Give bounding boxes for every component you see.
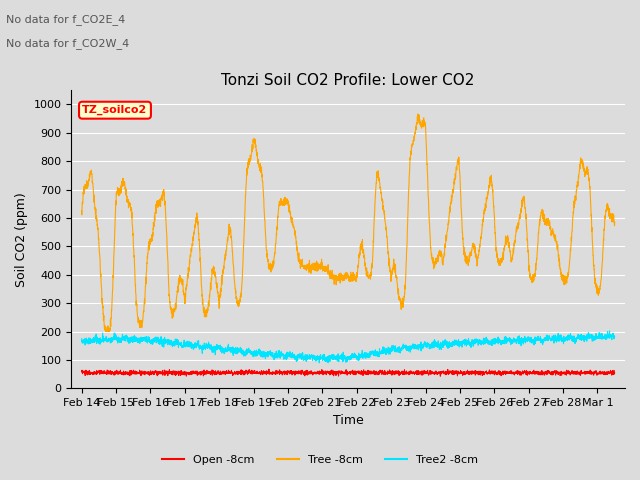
Title: Tonzi Soil CO2 Profile: Lower CO2: Tonzi Soil CO2 Profile: Lower CO2 xyxy=(221,72,475,87)
Y-axis label: Soil CO2 (ppm): Soil CO2 (ppm) xyxy=(15,192,28,287)
Text: TZ_soilco2: TZ_soilco2 xyxy=(83,105,148,115)
Legend: Open -8cm, Tree -8cm, Tree2 -8cm: Open -8cm, Tree -8cm, Tree2 -8cm xyxy=(157,451,483,469)
Text: No data for f_CO2E_4: No data for f_CO2E_4 xyxy=(6,14,125,25)
Text: No data for f_CO2W_4: No data for f_CO2W_4 xyxy=(6,38,130,49)
X-axis label: Time: Time xyxy=(333,414,364,427)
